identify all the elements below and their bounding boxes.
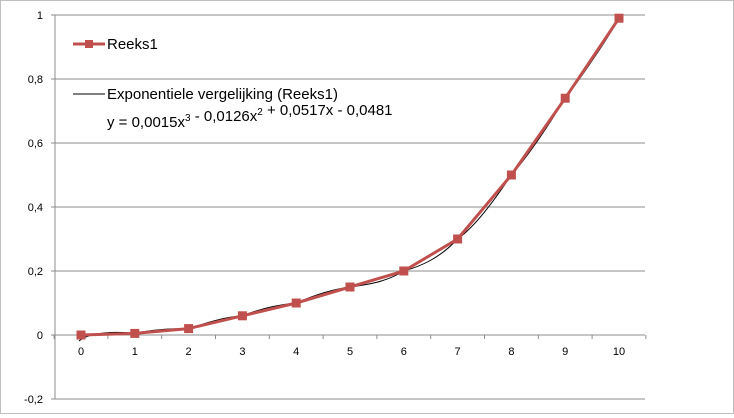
legend-series-marker: [85, 40, 93, 48]
legend-series-label: Reeks1: [107, 36, 158, 53]
y-tick-label-2: 0,2: [28, 266, 43, 278]
x-tick-label-6: 6: [401, 346, 407, 358]
data-point-8: [506, 170, 516, 180]
axes: [53, 15, 647, 399]
y-tick-label-0: -0,2: [24, 394, 43, 406]
data-point-0: [76, 330, 86, 340]
x-tick-label-0: 0: [78, 346, 84, 358]
data-point-2: [184, 324, 194, 334]
data-point-1: [130, 328, 140, 338]
x-tick-label-3: 3: [239, 346, 245, 358]
x-tick-label-9: 9: [562, 346, 568, 358]
trendline-curve: [78, 17, 620, 342]
data-point-6: [399, 266, 409, 276]
x-tick-label-1: 1: [132, 346, 138, 358]
y-tick-label-5: 0,8: [28, 74, 43, 86]
data-point-4: [291, 298, 301, 308]
y-tick-label-1: 0: [37, 330, 43, 342]
trendline: [78, 17, 620, 342]
x-tick-label-4: 4: [293, 346, 299, 358]
data-point-7: [453, 234, 463, 244]
x-tick-label-8: 8: [508, 346, 514, 358]
x-tick-label-10: 10: [613, 346, 625, 358]
data-point-3: [237, 311, 247, 321]
x-tick-label-5: 5: [347, 346, 353, 358]
legend-trend-label: Exponentiele vergelijking (Reeks1): [107, 86, 338, 103]
y-tick-label-4: 0,6: [28, 138, 43, 150]
y-tick-label-3: 0,4: [28, 202, 43, 214]
grid-lines: [51, 14, 645, 400]
data-point-9: [560, 93, 570, 103]
x-tick-labels: 0 1 2 3 4 5 6 7 8 9 10: [78, 346, 625, 358]
data-point-10: [614, 13, 624, 23]
series-reeks1: [76, 13, 624, 340]
y-tick-label-6: 1: [37, 10, 43, 22]
data-point-5: [345, 282, 355, 292]
y-tick-labels: -0,2 0 0,2 0,4 0,6 0,8 1: [24, 10, 43, 406]
x-tick-label-2: 2: [186, 346, 192, 358]
legend: Reeks1 Exponentiele vergelijking (Reeks1…: [73, 36, 338, 103]
x-tick-label-7: 7: [455, 346, 461, 358]
trendline-equation: y = 0,0015x3 - 0,0126x2 + 0,0517x - 0,04…: [107, 102, 393, 131]
